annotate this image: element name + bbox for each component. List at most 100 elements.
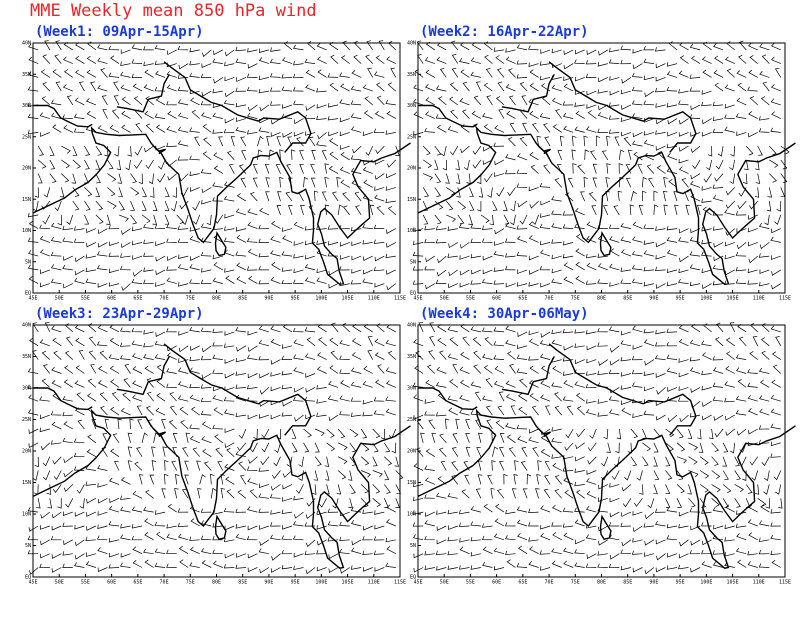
wind-barb: [647, 498, 655, 509]
wind-barb: [574, 223, 585, 229]
wind-barb: [212, 369, 223, 374]
wind-barb: [351, 255, 362, 261]
wind-barb: [759, 408, 770, 416]
wind-barb: [714, 428, 724, 438]
wind-barb: [775, 336, 782, 346]
lon-label: 90E: [649, 296, 658, 302]
wind-barb: [224, 76, 235, 82]
wind-barb: [517, 545, 528, 554]
wind-barb: [97, 228, 108, 235]
wind-barb: [156, 379, 166, 388]
wind-barb: [247, 478, 258, 485]
wind-barb: [85, 552, 96, 557]
wind-barb: [190, 406, 200, 416]
wind-barb: [545, 405, 551, 416]
wind-barb: [666, 281, 678, 287]
wind-barb: [62, 264, 73, 271]
wind-barb: [27, 86, 39, 92]
wind-barb: [528, 508, 539, 513]
wind-barb: [350, 280, 362, 285]
wind-barb: [760, 96, 770, 106]
wind-barb: [281, 509, 293, 515]
wind-barb: [293, 552, 304, 558]
wind-barb: [327, 73, 339, 78]
wind-barb: [337, 470, 347, 480]
wind-barb: [293, 339, 304, 347]
wind-barb: [224, 359, 235, 364]
wind-barb: [201, 90, 212, 97]
lon-label: 90E: [649, 580, 658, 586]
wind-barb: [434, 145, 442, 156]
wind-barb: [678, 145, 689, 152]
wind-barb: [736, 228, 747, 233]
wind-barb: [735, 523, 747, 528]
wind-barb: [497, 68, 505, 78]
wind-barb: [780, 159, 788, 170]
wind-barb: [655, 520, 666, 527]
wind-barb: [339, 266, 350, 271]
coastline: [116, 73, 170, 113]
wind-barb: [508, 68, 516, 78]
wind-barb: [459, 379, 470, 388]
wind-barb: [154, 548, 166, 555]
wind-barb: [62, 551, 73, 556]
wind-barb: [130, 200, 135, 211]
lon-label: 115E: [394, 296, 406, 302]
wind-barb: [424, 127, 435, 133]
lon-label: 55E: [81, 296, 90, 302]
wind-barb: [690, 539, 701, 546]
wind-barb: [177, 99, 189, 106]
wind-barb: [42, 456, 51, 467]
wind-barb: [714, 55, 724, 64]
wind-barb: [562, 101, 574, 106]
wind-barb: [326, 442, 336, 452]
wind-barb: [316, 141, 327, 147]
wind-barb: [108, 564, 120, 569]
wind-barb: [597, 399, 608, 404]
wind-barb: [424, 535, 435, 541]
wind-barb: [666, 268, 678, 273]
wind-barb: [373, 397, 385, 402]
coastline: [548, 343, 697, 436]
wind-barb: [304, 263, 316, 271]
wind-barb: [665, 484, 671, 495]
wind-barb: [113, 81, 120, 92]
wind-barb: [484, 336, 493, 347]
wind-barb: [563, 560, 574, 568]
wind-barb: [177, 238, 189, 243]
wind-barb: [138, 474, 144, 485]
wind-barb: [339, 339, 350, 347]
wind-barb: [141, 432, 149, 443]
wind-barb: [737, 200, 747, 210]
lon-label: 60E: [492, 296, 501, 302]
wind-barb: [575, 456, 585, 462]
wind-barb: [386, 283, 397, 291]
wind-barb: [701, 561, 712, 568]
wind-barb: [120, 523, 131, 529]
wind-barb: [475, 81, 482, 92]
wind-barb: [321, 150, 327, 161]
wind-barb: [73, 452, 85, 458]
wind-barb: [575, 262, 585, 271]
wind-barb: [86, 393, 97, 402]
wind-barb: [748, 532, 758, 541]
wind-barb: [459, 509, 470, 515]
wind-barb: [114, 460, 120, 471]
wind-barb: [528, 186, 539, 192]
wind-barb: [179, 559, 189, 568]
coastline: [599, 230, 612, 257]
wind-barb: [137, 419, 143, 430]
wind-barb: [717, 146, 724, 157]
wind-barb: [304, 277, 316, 284]
wind-barb: [470, 224, 481, 229]
wind-barb: [608, 59, 620, 64]
wind-barb: [91, 419, 97, 430]
wind-barb: [562, 253, 574, 259]
lon-label: 50E: [440, 580, 449, 586]
wind-barb: [235, 394, 247, 402]
wind-barb: [713, 242, 724, 248]
wind-barb: [528, 98, 539, 106]
wind-barb: [678, 268, 689, 274]
wind-barb: [303, 428, 312, 438]
wind-barb: [79, 498, 85, 509]
